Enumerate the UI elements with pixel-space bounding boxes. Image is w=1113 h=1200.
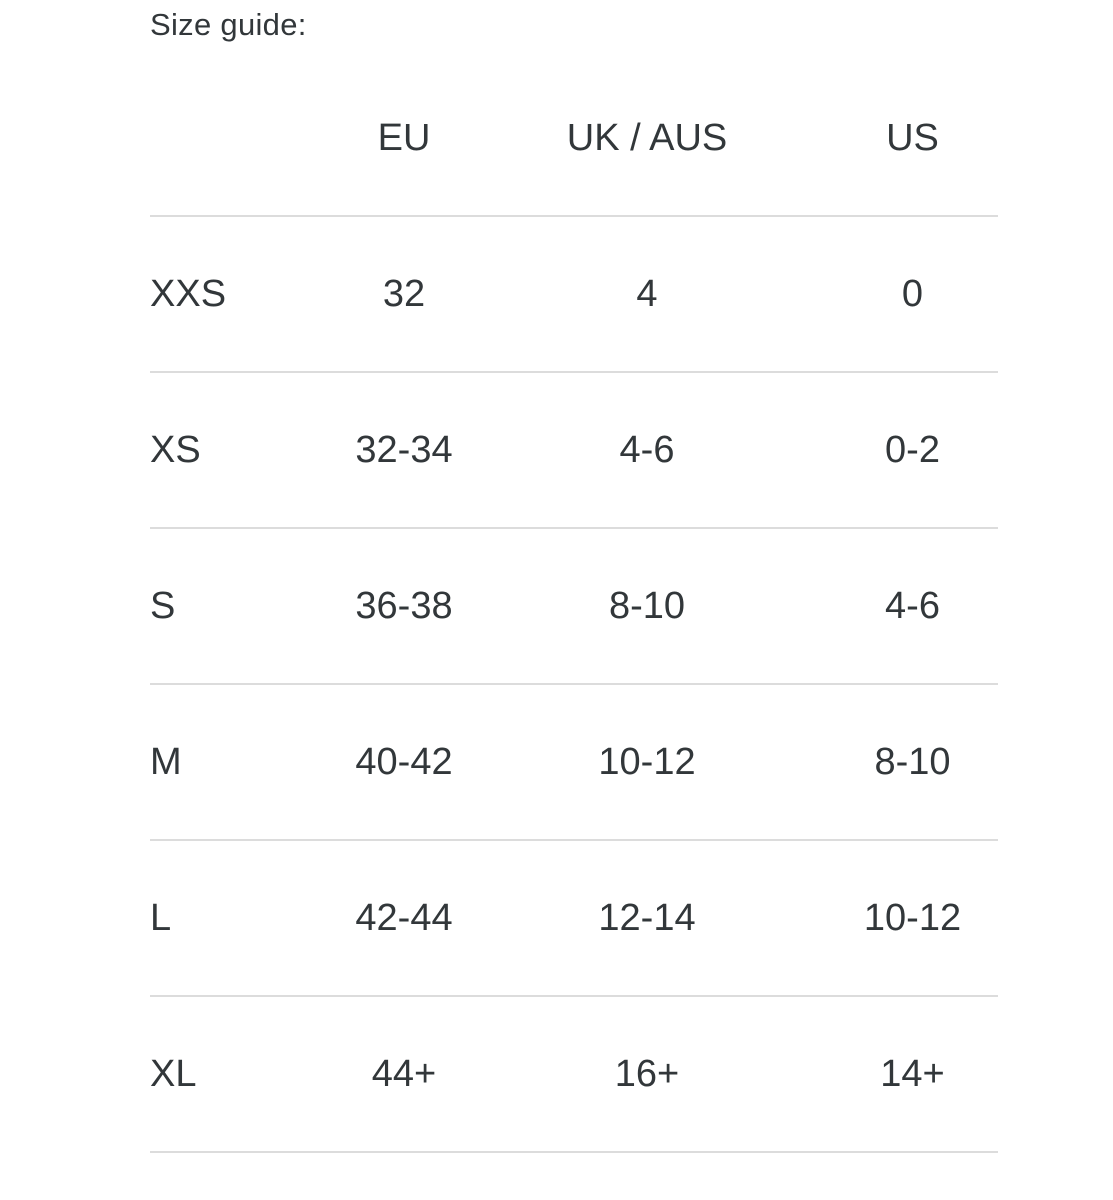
size-guide-table: EU UK / AUS US XXS 32 4 0 XS 32-34 4-6 0… [150, 61, 998, 1153]
table-row: XL 44+ 16+ 14+ [150, 996, 998, 1153]
table-row: S 36-38 8-10 4-6 [150, 528, 998, 685]
size-label-cell: S [150, 584, 176, 627]
uk-aus-value-cell: 16+ [614, 1052, 680, 1095]
size-guide-section: Size guide: EU UK / AUS US XXS 32 4 0 [150, 7, 998, 1153]
table-row: XS 32-34 4-6 0-2 [150, 372, 998, 529]
column-header-us: US [886, 116, 939, 159]
us-value-cell: 8-10 [874, 740, 951, 783]
uk-aus-value-cell: 12-14 [598, 896, 696, 939]
us-value-cell: 10-12 [863, 896, 962, 939]
size-label-cell: XL [150, 1052, 197, 1095]
header-row: EU UK / AUS US [150, 61, 998, 217]
eu-value-cell: 40-42 [355, 740, 453, 783]
us-value-cell: 0-2 [885, 428, 940, 471]
us-value-cell: 4-6 [885, 584, 940, 627]
size-label-cell: XS [150, 428, 201, 471]
column-header-uk-aus: UK / AUS [566, 116, 728, 159]
table-row: L 42-44 12-14 10-12 [150, 840, 998, 997]
eu-value-cell: 32-34 [355, 428, 453, 471]
size-label-cell: L [150, 896, 172, 939]
eu-value-cell: 32 [382, 272, 426, 315]
eu-value-cell: 42-44 [355, 896, 453, 939]
page-title: Size guide: [150, 7, 307, 42]
column-header-size [150, 61, 341, 216]
eu-value-cell: 44+ [371, 1052, 437, 1095]
us-value-cell: 14+ [880, 1052, 945, 1095]
uk-aus-value-cell: 8-10 [608, 584, 686, 627]
uk-aus-value-cell: 4-6 [619, 428, 675, 471]
table-row: M 40-42 10-12 8-10 [150, 684, 998, 841]
uk-aus-value-cell: 4 [636, 272, 658, 315]
size-label-cell: XXS [150, 272, 227, 315]
uk-aus-value-cell: 10-12 [598, 740, 696, 783]
size-label-cell: M [150, 740, 182, 783]
us-value-cell: 0 [901, 272, 924, 315]
column-header-eu: EU [377, 116, 431, 159]
eu-value-cell: 36-38 [355, 584, 453, 627]
table-row: XXS 32 4 0 [150, 216, 998, 373]
